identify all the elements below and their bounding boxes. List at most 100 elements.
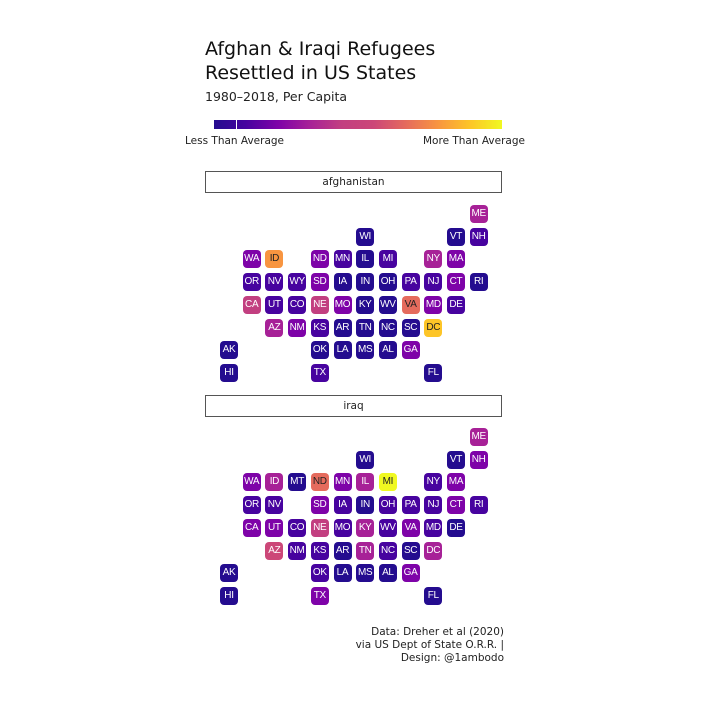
tile-iraq-la: LA bbox=[333, 564, 352, 583]
tile-iraq-me: ME bbox=[469, 428, 488, 446]
tile-afghanistan-ga: GA bbox=[401, 341, 420, 360]
tile-iraq-tn: TN bbox=[356, 541, 375, 560]
tile-iraq-co: CO bbox=[288, 518, 307, 537]
tile-iraq-ne: NE bbox=[310, 518, 329, 537]
caption-via: via US Dept of State O.R.R. | bbox=[355, 639, 504, 651]
tile-iraq-wa: WA bbox=[242, 473, 261, 492]
tile-afghanistan-ok: OK bbox=[310, 341, 329, 360]
tile-iraq-tx: TX bbox=[310, 586, 329, 605]
chart-subtitle: 1980–2018, Per Capita bbox=[205, 89, 348, 104]
legend-high-label: More Than Average bbox=[423, 135, 525, 147]
tile-afghanistan-ak: AK bbox=[220, 341, 238, 360]
panel-header-afghanistan: afghanistan bbox=[205, 171, 502, 193]
tile-afghanistan-tx: TX bbox=[310, 363, 329, 382]
tile-iraq-ut: UT bbox=[265, 518, 284, 537]
tile-iraq-ky: KY bbox=[356, 518, 375, 537]
tile-afghanistan-id: ID bbox=[265, 250, 284, 269]
tile-afghanistan-wy: WY bbox=[288, 273, 307, 292]
tile-afghanistan-nh: NH bbox=[469, 227, 488, 246]
tile-iraq-nd: ND bbox=[310, 473, 329, 492]
tile-iraq-ga: GA bbox=[401, 564, 420, 583]
tile-afghanistan-nc: NC bbox=[378, 318, 397, 337]
tile-iraq-va: VA bbox=[401, 518, 420, 537]
tile-afghanistan-ms: MS bbox=[356, 341, 375, 360]
panel-header-iraq: iraq bbox=[205, 395, 502, 417]
caption-data-source: Data: Dreher et al (2020) bbox=[371, 626, 504, 638]
tile-afghanistan-ma: MA bbox=[447, 250, 465, 269]
tile-iraq-nj: NJ bbox=[424, 496, 443, 515]
tile-afghanistan-md: MD bbox=[424, 295, 443, 314]
tile-iraq-fl: FL bbox=[424, 586, 443, 605]
tile-iraq-ca: CA bbox=[242, 518, 261, 537]
tile-iraq-az: AZ bbox=[265, 541, 284, 560]
tile-iraq-ny: NY bbox=[424, 473, 443, 492]
tile-iraq-sd: SD bbox=[310, 496, 329, 515]
chart-title: Afghan & Iraqi Refugees Resettled in US … bbox=[205, 37, 505, 85]
tile-afghanistan-mo: MO bbox=[333, 295, 352, 314]
tile-afghanistan-la: LA bbox=[333, 341, 352, 360]
tile-iraq-vt: VT bbox=[447, 450, 465, 469]
tile-afghanistan-dc: DC bbox=[424, 318, 443, 337]
tile-afghanistan-ny: NY bbox=[424, 250, 443, 269]
tile-afghanistan-va: VA bbox=[401, 295, 420, 314]
tile-afghanistan-tn: TN bbox=[356, 318, 375, 337]
tile-afghanistan-sd: SD bbox=[310, 273, 329, 292]
tile-afghanistan-ne: NE bbox=[310, 295, 329, 314]
tile-iraq-il: IL bbox=[356, 473, 375, 492]
tile-afghanistan-ct: CT bbox=[447, 273, 465, 292]
tile-iraq-ia: IA bbox=[333, 496, 352, 515]
tile-afghanistan-nv: NV bbox=[265, 273, 284, 292]
tile-afghanistan-wa: WA bbox=[242, 250, 261, 269]
legend-color-bar bbox=[214, 120, 502, 129]
tile-iraq-mt: MT bbox=[288, 473, 307, 492]
tile-afghanistan-az: AZ bbox=[265, 318, 284, 337]
tile-iraq-in: IN bbox=[356, 496, 375, 515]
tile-afghanistan-ut: UT bbox=[265, 295, 284, 314]
tile-iraq-nh: NH bbox=[469, 450, 488, 469]
tile-iraq-wv: WV bbox=[378, 518, 397, 537]
tile-afghanistan-vt: VT bbox=[447, 227, 465, 246]
tile-iraq-mo: MO bbox=[333, 518, 352, 537]
tile-iraq-hi: HI bbox=[220, 586, 238, 605]
legend-tick bbox=[236, 120, 237, 129]
tile-afghanistan-nm: NM bbox=[288, 318, 307, 337]
tile-iraq-nm: NM bbox=[288, 541, 307, 560]
tile-afghanistan-ar: AR bbox=[333, 318, 352, 337]
tile-iraq-id: ID bbox=[265, 473, 284, 492]
tile-iraq-ar: AR bbox=[333, 541, 352, 560]
tile-afghanistan-hi: HI bbox=[220, 363, 238, 382]
tile-afghanistan-al: AL bbox=[378, 341, 397, 360]
tile-iraq-md: MD bbox=[424, 518, 443, 537]
legend-low-label: Less Than Average bbox=[185, 135, 285, 147]
tile-afghanistan-mi: MI bbox=[378, 250, 397, 269]
tile-iraq-mi: MI bbox=[378, 473, 397, 492]
tile-afghanistan-il: IL bbox=[356, 250, 375, 269]
tile-afghanistan-wi: WI bbox=[356, 227, 375, 246]
tile-iraq-al: AL bbox=[378, 564, 397, 583]
tile-afghanistan-sc: SC bbox=[401, 318, 420, 337]
tile-iraq-ma: MA bbox=[447, 473, 465, 492]
tile-afghanistan-ca: CA bbox=[242, 295, 261, 314]
tile-iraq-dc: DC bbox=[424, 541, 443, 560]
tile-iraq-nc: NC bbox=[378, 541, 397, 560]
tile-afghanistan-nj: NJ bbox=[424, 273, 443, 292]
tile-iraq-ok: OK bbox=[310, 564, 329, 583]
tile-afghanistan-in: IN bbox=[356, 273, 375, 292]
tile-iraq-pa: PA bbox=[401, 496, 420, 515]
tile-iraq-ak: AK bbox=[220, 564, 238, 583]
tile-afghanistan-ia: IA bbox=[333, 273, 352, 292]
tile-iraq-mn: MN bbox=[333, 473, 352, 492]
tile-afghanistan-nd: ND bbox=[310, 250, 329, 269]
tile-iraq-wi: WI bbox=[356, 450, 375, 469]
tile-iraq-ct: CT bbox=[447, 496, 465, 515]
tile-iraq-de: DE bbox=[447, 518, 465, 537]
tile-afghanistan-ri: RI bbox=[469, 273, 488, 292]
tile-iraq-ks: KS bbox=[310, 541, 329, 560]
tile-afghanistan-or: OR bbox=[242, 273, 261, 292]
chart-title-line-1: Afghan & Iraqi Refugees bbox=[205, 38, 436, 60]
tile-iraq-or: OR bbox=[242, 496, 261, 515]
tile-afghanistan-me: ME bbox=[469, 205, 488, 223]
tile-afghanistan-fl: FL bbox=[424, 363, 443, 382]
tile-iraq-oh: OH bbox=[378, 496, 397, 515]
tile-afghanistan-de: DE bbox=[447, 295, 465, 314]
